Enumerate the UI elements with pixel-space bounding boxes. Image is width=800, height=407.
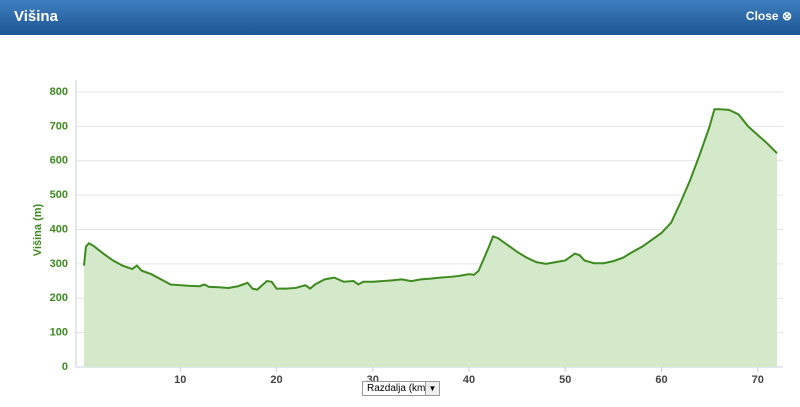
x-axis-label[interactable]: Razdalja (km) [367,383,429,394]
x-tick-label: 10 [174,374,186,386]
y-axis-label: Višina (m) [32,203,44,256]
y-tick-label: 500 [50,189,68,201]
elevation-line [83,108,778,291]
x-axis-select[interactable]: Razdalja (km) ▼ [362,381,440,396]
y-tick-label: 300 [50,258,68,270]
close-label[interactable]: Close [745,9,779,23]
y-tick-label: 800 [50,86,68,98]
x-tick-label: 40 [463,374,475,386]
x-tick-label: 70 [752,374,764,386]
y-tick-label: 700 [50,120,68,132]
x-tick-label: 60 [655,374,667,386]
y-tick-label: 400 [50,223,68,235]
dialog-header: Višina Close ⊗ [0,0,800,35]
x-tick-label: 50 [559,374,571,386]
y-tick-label: 200 [50,292,68,304]
y-tick-label: 0 [62,361,68,373]
y-tick-label: 600 [50,155,68,167]
x-tick-label: 20 [270,374,282,386]
area-fill [84,109,777,367]
y-tick-label: 100 [50,327,68,339]
close-button[interactable]: Close ⊗ [745,9,792,23]
dialog-title: Višina [14,8,58,25]
